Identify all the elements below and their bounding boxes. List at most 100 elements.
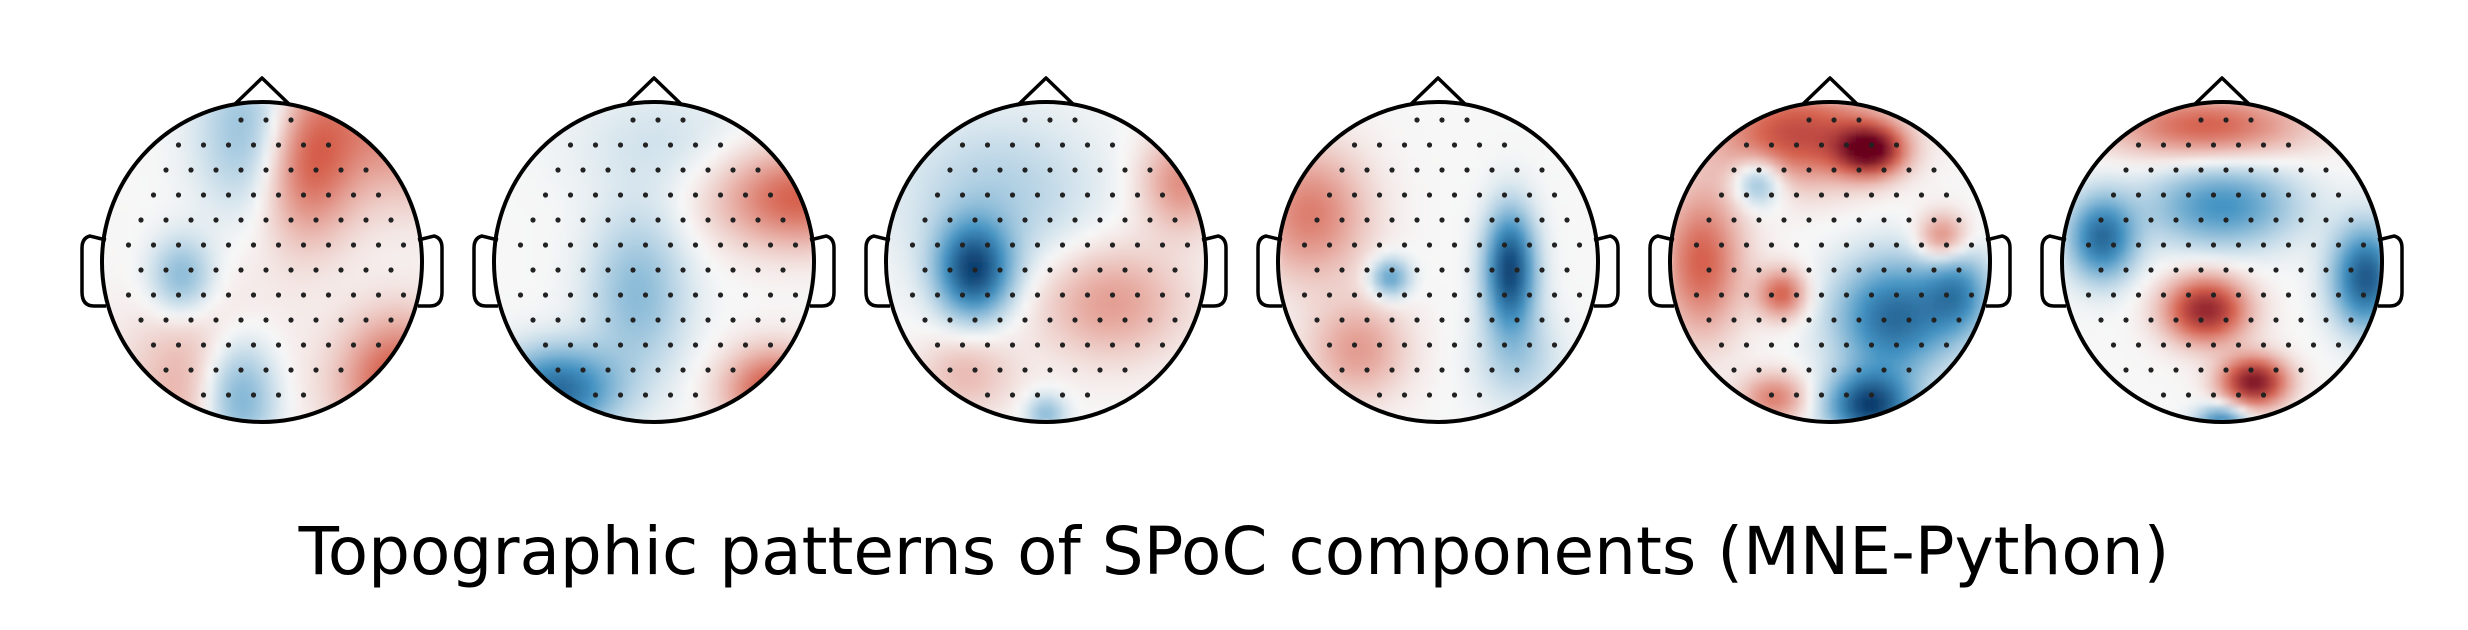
sensor-dot xyxy=(2198,217,2204,223)
sensor-dot xyxy=(175,292,182,298)
sensor-dot xyxy=(1943,192,1950,198)
sensor-dot xyxy=(2223,317,2229,323)
sensor-dot xyxy=(1956,317,1962,323)
sensor-dot xyxy=(1476,292,1483,298)
sensor-dot xyxy=(2198,267,2204,273)
sensor-dot xyxy=(2110,192,2117,198)
sensor-dot xyxy=(338,167,344,173)
sensor-dot xyxy=(605,167,611,173)
sensor-dot xyxy=(2273,317,2279,323)
sensor-dot xyxy=(2360,242,2367,248)
sensor-dot xyxy=(1172,267,1178,273)
sensor-dot xyxy=(138,217,144,223)
sensor-dot xyxy=(300,292,307,298)
sensor-dot xyxy=(238,217,244,223)
sensor-dot xyxy=(150,242,157,248)
sensor-dot xyxy=(238,117,244,123)
sensor-dot xyxy=(1351,192,1358,198)
sensor-dot xyxy=(2135,292,2142,298)
sensor-dot xyxy=(2260,342,2267,348)
sensor-dot xyxy=(2248,367,2254,373)
sensor-dot xyxy=(2160,192,2167,198)
sensor-dot xyxy=(555,167,561,173)
sensor-dot xyxy=(150,292,157,298)
sensor-dot xyxy=(1084,242,1091,248)
sensor-dot xyxy=(717,192,724,198)
sensor-dot xyxy=(2123,317,2129,323)
sensor-dot xyxy=(2235,342,2242,348)
nose-marker xyxy=(1408,76,1468,107)
sensor-dot xyxy=(717,142,724,148)
sensor-dot xyxy=(767,342,774,348)
sensor-dot xyxy=(1893,292,1900,298)
sensor-dot xyxy=(1047,217,1053,223)
sensor-dot xyxy=(1489,367,1495,373)
sensor-dot xyxy=(2348,217,2354,223)
sensor-dot xyxy=(2285,292,2292,298)
sensor-dot xyxy=(300,192,307,198)
sensor-dot xyxy=(1339,167,1345,173)
nose-marker xyxy=(232,76,292,107)
sensor-dot xyxy=(238,367,244,373)
head-outline xyxy=(492,100,816,424)
sensor-dot xyxy=(125,242,132,248)
sensor-dot xyxy=(2135,192,2142,198)
sensor-dot xyxy=(705,317,711,323)
sensor-dot xyxy=(580,167,586,173)
sensor-dot xyxy=(175,192,182,198)
sensor-dot xyxy=(1022,367,1028,373)
sensor-dot xyxy=(742,242,749,248)
sensor-dot xyxy=(1314,317,1320,323)
sensor-dot xyxy=(200,342,207,348)
sensor-dot xyxy=(1097,267,1103,273)
sensor-dot xyxy=(542,192,549,198)
nose-marker xyxy=(1016,76,1076,107)
sensor-dot xyxy=(1743,142,1750,148)
sensor-dot xyxy=(2310,292,2317,298)
sensor-dot xyxy=(1768,142,1775,148)
sensor-dot xyxy=(667,242,674,248)
sensor-dot xyxy=(530,267,536,273)
sensor-dot xyxy=(1047,117,1053,123)
sensor-dot xyxy=(1756,317,1762,323)
sensor-dot xyxy=(2148,367,2154,373)
sensor-dot xyxy=(1084,342,1091,348)
sensor-dot xyxy=(1718,242,1725,248)
sensor-dot xyxy=(1943,292,1950,298)
sensor-dot xyxy=(1843,392,1850,398)
sensor-dot xyxy=(238,317,244,323)
sensor-dot xyxy=(1781,267,1787,273)
sensor-dot xyxy=(288,367,294,373)
sensor-dot xyxy=(617,292,624,298)
sensor-dot xyxy=(959,342,966,348)
sensor-dot xyxy=(1931,167,1937,173)
sensor-dot xyxy=(275,192,282,198)
sensor-dot xyxy=(2210,392,2217,398)
sensor-dot xyxy=(188,317,194,323)
sensor-dot xyxy=(692,192,699,198)
sensor-dot xyxy=(263,167,269,173)
sensor-dot xyxy=(1856,367,1862,373)
sensor-dot xyxy=(1768,292,1775,298)
sensor-dot xyxy=(1159,342,1166,348)
left-ear xyxy=(1256,234,1283,308)
sensor-dot xyxy=(1476,392,1483,398)
sensor-dot xyxy=(947,217,953,223)
sensor-dot xyxy=(1718,192,1725,198)
sensor-dot xyxy=(1501,192,1508,198)
sensor-dot xyxy=(163,267,169,273)
sensor-dot xyxy=(2185,142,2192,148)
sensor-markers xyxy=(125,117,407,398)
sensor-dot xyxy=(2235,142,2242,148)
sensor-dot xyxy=(250,342,257,348)
sensor-dot xyxy=(1818,292,1825,298)
sensor-dot xyxy=(2198,117,2204,123)
sensor-dot xyxy=(163,317,169,323)
sensor-dot xyxy=(730,167,736,173)
sensor-dot xyxy=(300,342,307,348)
sensor-dot xyxy=(250,242,257,248)
sensor-dot xyxy=(1843,242,1850,248)
sensor-dot xyxy=(1059,192,1066,198)
sensor-dot xyxy=(1464,367,1470,373)
sensor-dot xyxy=(1489,317,1495,323)
